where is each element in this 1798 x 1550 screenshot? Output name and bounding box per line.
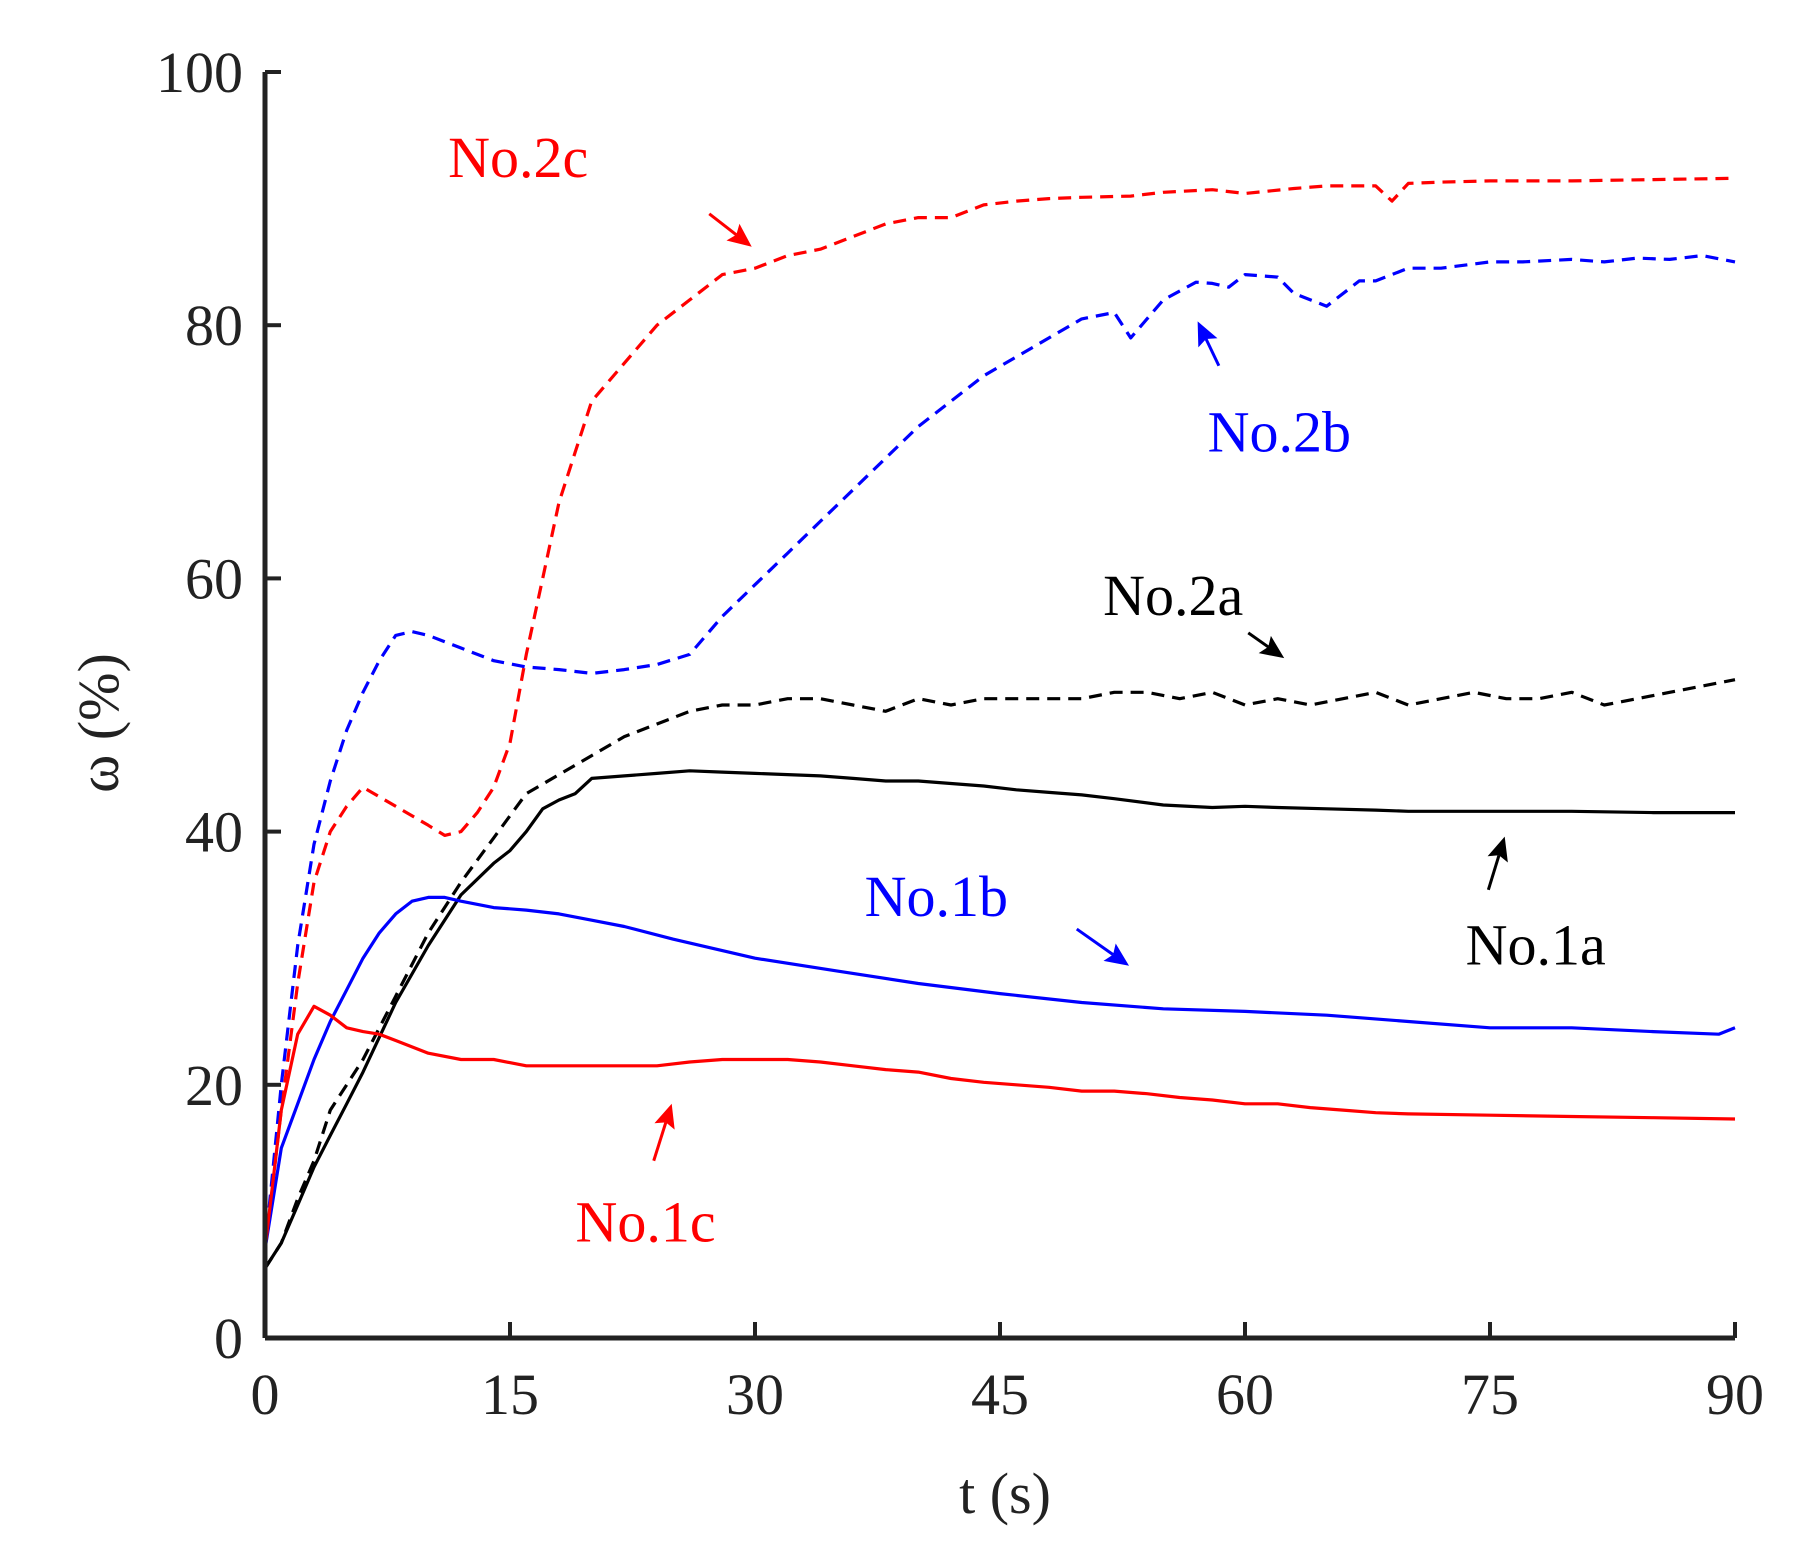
x-tick-label: 45 <box>971 1362 1029 1427</box>
arrow-no2b <box>1204 338 1221 367</box>
series-line-no1b <box>263 895 1736 1250</box>
arrowhead-no1a <box>1487 836 1508 863</box>
series-line-no2b <box>263 254 1736 1250</box>
arrowhead-no1c <box>654 1103 675 1130</box>
arrowhead-no2c <box>726 223 752 247</box>
x-tick-label: 15 <box>481 1362 539 1427</box>
plot-lines <box>263 176 1736 1270</box>
x-tick-label: 60 <box>1216 1362 1274 1427</box>
y-tick-label: 80 <box>185 293 243 358</box>
series-label-no1c: No.1c <box>575 1190 715 1255</box>
axes: 0 15 30 45 60 75 90 0 20 40 60 80 100 <box>156 40 1764 1427</box>
series-label-no2a: No.2a <box>1103 563 1243 628</box>
y-axis-ticks: 0 20 40 60 80 100 <box>156 40 281 1371</box>
y-tick-label: 0 <box>214 1306 243 1371</box>
y-axis-title: ω (%) <box>66 653 131 793</box>
y-tick-label: 60 <box>185 546 243 611</box>
series-label-no2c: No.2c <box>448 125 588 190</box>
annotations: No.2c No.2b No.2a No.1a No.1b No.1c <box>448 125 1606 1255</box>
y-tick-label: 100 <box>156 40 243 105</box>
series-line-no2c <box>263 176 1736 1250</box>
series-label-no2b: No.2b <box>1208 400 1351 465</box>
series-line-no1c <box>263 1004 1736 1250</box>
arrow-no2c <box>708 212 738 236</box>
arrow-no1c <box>652 1121 668 1162</box>
arrowhead-no2b <box>1197 321 1218 348</box>
series-line-no2a <box>263 678 1736 1270</box>
arrow-no1b <box>1075 927 1114 956</box>
series-label-no1a: No.1a <box>1466 912 1606 977</box>
arrow-no2a <box>1247 631 1270 649</box>
y-tick-label: 40 <box>185 800 243 865</box>
series-line-no1a <box>263 769 1735 1270</box>
x-axis-title: t (s) <box>959 1461 1051 1526</box>
arrowhead-no1b <box>1103 943 1130 966</box>
x-axis-ticks: 0 15 30 45 60 75 90 <box>251 1322 1764 1427</box>
x-tick-label: 90 <box>1706 1362 1764 1427</box>
arrow-no1a <box>1486 854 1501 891</box>
x-tick-label: 0 <box>251 1362 280 1427</box>
x-tick-label: 75 <box>1461 1362 1519 1427</box>
series-label-no1b: No.1b <box>865 864 1008 929</box>
arrowhead-no2a <box>1258 635 1285 659</box>
x-tick-label: 30 <box>726 1362 784 1427</box>
y-tick-label: 20 <box>185 1053 243 1118</box>
